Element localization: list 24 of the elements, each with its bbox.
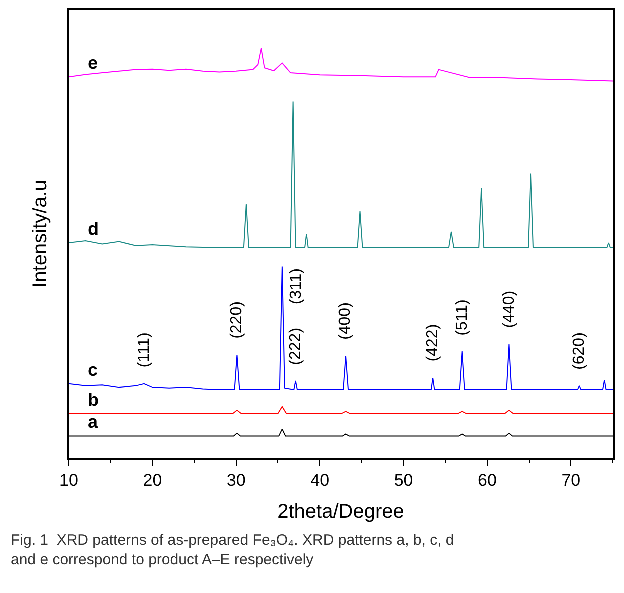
annotation: (311) xyxy=(288,268,306,305)
x-tick-label: 40 xyxy=(310,471,330,490)
annotation: (511) xyxy=(454,300,471,336)
series-label: a xyxy=(88,412,99,432)
series-label: b xyxy=(88,390,99,410)
series-label: c xyxy=(88,360,98,380)
annotation: (222) xyxy=(287,328,304,366)
x-tick-label: 30 xyxy=(226,471,246,490)
annotation: (440) xyxy=(501,290,518,328)
series-label: d xyxy=(88,219,99,239)
x-tick-label: 20 xyxy=(143,471,162,490)
x-tick-label: 60 xyxy=(478,471,497,490)
annotation: (422) xyxy=(424,324,442,362)
annotation: (620) xyxy=(571,332,588,370)
x-axis-title: 2theta/Degree xyxy=(278,501,404,524)
annotation: (400) xyxy=(337,302,354,340)
x-tick-label: 10 xyxy=(60,471,78,490)
x-tick-label: 70 xyxy=(562,471,581,490)
annotation: (111) xyxy=(136,332,153,368)
series-label: e xyxy=(88,53,98,73)
y-axis-title: Intensity/a.u xyxy=(29,180,52,288)
annotation: (220) xyxy=(228,302,246,339)
x-tick-label: 50 xyxy=(394,471,414,490)
caption: Fig. 1 XRD patterns of as-prepared Fe₃O₄. XRD patterns a, b, c, d and e correspond to product A–E respectively xyxy=(11,532,454,568)
